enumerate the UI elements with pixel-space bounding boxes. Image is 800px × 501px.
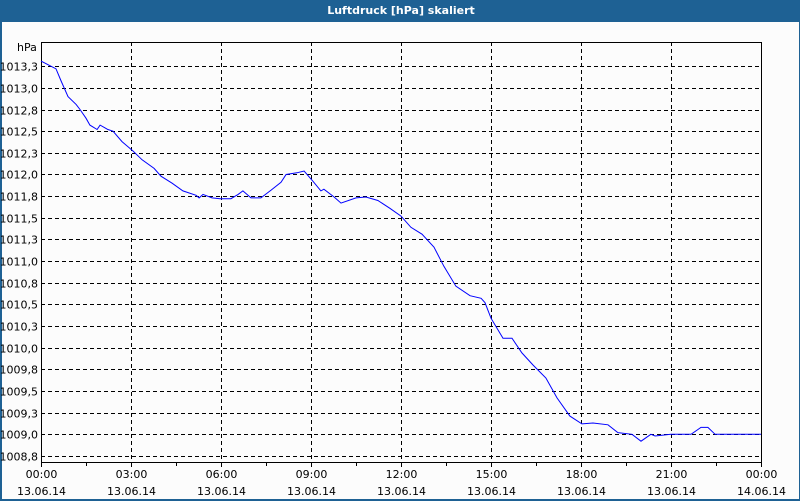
x-tick-date: 13.06.14 <box>17 485 66 498</box>
y-tick-label: 1012,3 <box>1 148 38 161</box>
x-tick-time: 18:00 <box>566 468 598 481</box>
x-tick-date: 13.06.14 <box>467 485 516 498</box>
y-tick-label: 1011,8 <box>1 191 38 204</box>
y-tick-label: 1013,0 <box>1 83 38 96</box>
x-tick-date: 13.06.14 <box>107 485 156 498</box>
x-tick-time: 03:00 <box>116 468 148 481</box>
x-tick-time: 09:00 <box>296 468 328 481</box>
x-tick-time: 21:00 <box>656 468 688 481</box>
chart-panel <box>2 22 799 499</box>
y-tick-label: 1010,3 <box>1 321 38 334</box>
y-tick-label: 1012,5 <box>1 126 38 139</box>
y-tick-label: 1013,3 <box>1 61 38 74</box>
pressure-line <box>40 60 761 442</box>
y-tick-label: 1012,8 <box>1 105 38 118</box>
x-tick-date: 13.06.14 <box>287 485 336 498</box>
y-axis-unit-label: hPa <box>17 41 37 54</box>
x-tick-time: 00:00 <box>746 468 778 481</box>
x-tick-date: 13.06.14 <box>377 485 426 498</box>
x-tick-date: 13.06.14 <box>557 485 606 498</box>
y-tick-label: 1010,0 <box>1 343 38 356</box>
x-tick-time: 12:00 <box>386 468 418 481</box>
y-tick-label: 1009,5 <box>1 386 38 399</box>
y-tick-label: 1012,0 <box>1 169 38 182</box>
y-tick-label: 1010,8 <box>1 278 38 291</box>
y-tick-label: 1011,5 <box>1 213 38 226</box>
window-title: Luftdruck [hPa] skaliert <box>1 1 800 21</box>
y-tick-label: 1010,5 <box>1 299 38 312</box>
y-tick-label: 1008,8 <box>1 451 38 464</box>
x-tick-date: 13.06.14 <box>197 485 246 498</box>
x-tick-time: 00:00 <box>26 468 58 481</box>
x-tick-date: 14.06.14 <box>737 485 786 498</box>
y-tick-label: 1009,3 <box>1 408 38 421</box>
y-tick-label: 1009,0 <box>1 429 38 442</box>
x-tick-time: 15:00 <box>476 468 508 481</box>
y-tick-label: 1011,0 <box>1 256 38 269</box>
y-tick-label: 1011,3 <box>1 234 38 247</box>
x-tick-time: 06:00 <box>206 468 238 481</box>
x-tick-date: 13.06.14 <box>647 485 696 498</box>
y-tick-label: 1009,8 <box>1 364 38 377</box>
